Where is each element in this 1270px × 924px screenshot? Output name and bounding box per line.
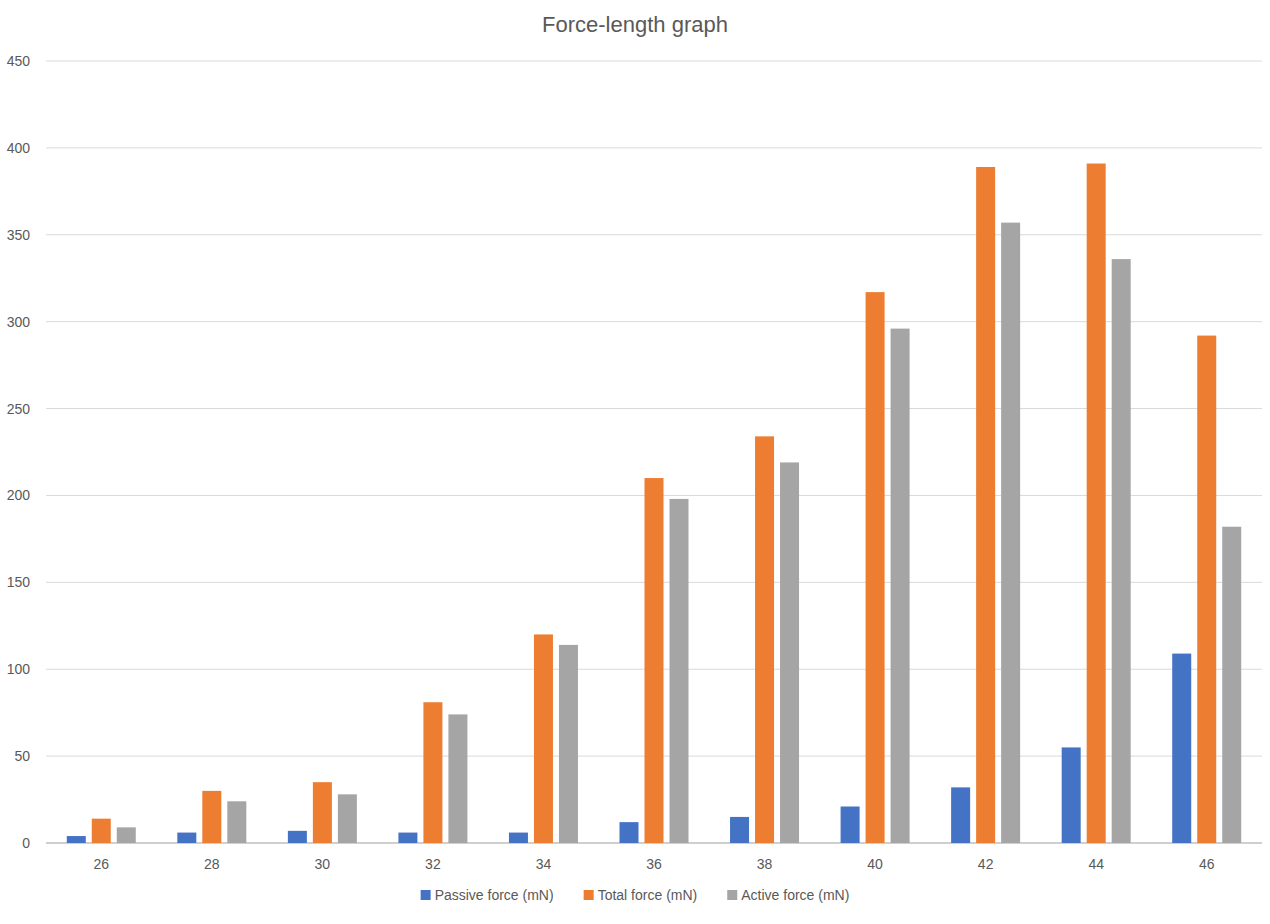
y-tick-label: 100 bbox=[7, 661, 31, 677]
bar bbox=[1062, 747, 1081, 843]
y-tick-label: 250 bbox=[7, 401, 31, 417]
x-tick-label: 34 bbox=[536, 856, 552, 872]
bar bbox=[288, 831, 307, 843]
bar bbox=[645, 478, 664, 843]
y-tick-label: 350 bbox=[7, 227, 31, 243]
bar bbox=[448, 714, 467, 843]
bar bbox=[398, 833, 417, 843]
bar bbox=[534, 634, 553, 843]
bar bbox=[755, 436, 774, 843]
legend-swatch bbox=[584, 890, 594, 900]
legend-label: Active force (mN) bbox=[741, 887, 849, 903]
x-tick-label: 32 bbox=[425, 856, 441, 872]
bar bbox=[338, 794, 357, 843]
bar bbox=[841, 807, 860, 843]
y-tick-label: 0 bbox=[22, 835, 30, 851]
bar bbox=[1197, 336, 1216, 843]
x-tick-label: 30 bbox=[315, 856, 331, 872]
bar bbox=[227, 801, 246, 843]
y-tick-label: 300 bbox=[7, 314, 31, 330]
bar bbox=[670, 499, 689, 843]
bar bbox=[92, 819, 111, 843]
bar bbox=[1001, 223, 1020, 843]
bar bbox=[313, 782, 332, 843]
bar bbox=[559, 645, 578, 843]
bar bbox=[620, 822, 639, 843]
grid bbox=[46, 61, 1262, 843]
x-tick-label: 26 bbox=[93, 856, 109, 872]
bar bbox=[976, 167, 995, 843]
bar bbox=[891, 329, 910, 843]
legend-swatch bbox=[727, 890, 737, 900]
title: Force-length graph bbox=[542, 12, 728, 37]
grid-line bbox=[46, 234, 1262, 235]
legend-swatch bbox=[421, 890, 431, 900]
chart: Force-length graph 0 50 100 150 200 250 300 350 4… bbox=[0, 0, 1270, 924]
bar bbox=[509, 833, 528, 843]
y-tick-label: 200 bbox=[7, 487, 31, 503]
bar bbox=[951, 787, 970, 843]
x-tick-label: 44 bbox=[1088, 856, 1104, 872]
grid-line bbox=[46, 61, 1262, 62]
y-tick-label: 450 bbox=[7, 53, 31, 69]
bar bbox=[1112, 259, 1131, 843]
x-tick-label: 36 bbox=[646, 856, 662, 872]
legend-label: Total force (mN) bbox=[598, 887, 698, 903]
bar bbox=[177, 833, 196, 843]
x-tick-label: 28 bbox=[204, 856, 220, 872]
legend-label: Passive force (mN) bbox=[435, 887, 554, 903]
y-tick-label: 150 bbox=[7, 574, 31, 590]
grid-line bbox=[46, 147, 1262, 148]
y-tick-label: 50 bbox=[14, 748, 30, 764]
x-tick-label: 46 bbox=[1199, 856, 1215, 872]
bars bbox=[67, 164, 1241, 843]
x-tick-label: 38 bbox=[757, 856, 773, 872]
bar bbox=[202, 791, 221, 843]
bar bbox=[1172, 654, 1191, 843]
bar bbox=[67, 836, 86, 843]
bar bbox=[866, 292, 885, 843]
bar bbox=[1222, 527, 1241, 843]
x-tick-label: 42 bbox=[978, 856, 994, 872]
bar bbox=[423, 702, 442, 843]
y-tick-label: 400 bbox=[7, 140, 31, 156]
page: {"chart_data": {"type": "bar", "title": … bbox=[0, 0, 1270, 924]
x-tick-label: 40 bbox=[867, 856, 883, 872]
grid-line bbox=[46, 408, 1262, 409]
bar bbox=[117, 827, 136, 843]
bar bbox=[780, 462, 799, 843]
legend: Passive force (mN) Total force (mN) Active… bbox=[421, 887, 850, 903]
bar bbox=[730, 817, 749, 843]
grid-line bbox=[46, 321, 1262, 322]
bar bbox=[1087, 164, 1106, 843]
